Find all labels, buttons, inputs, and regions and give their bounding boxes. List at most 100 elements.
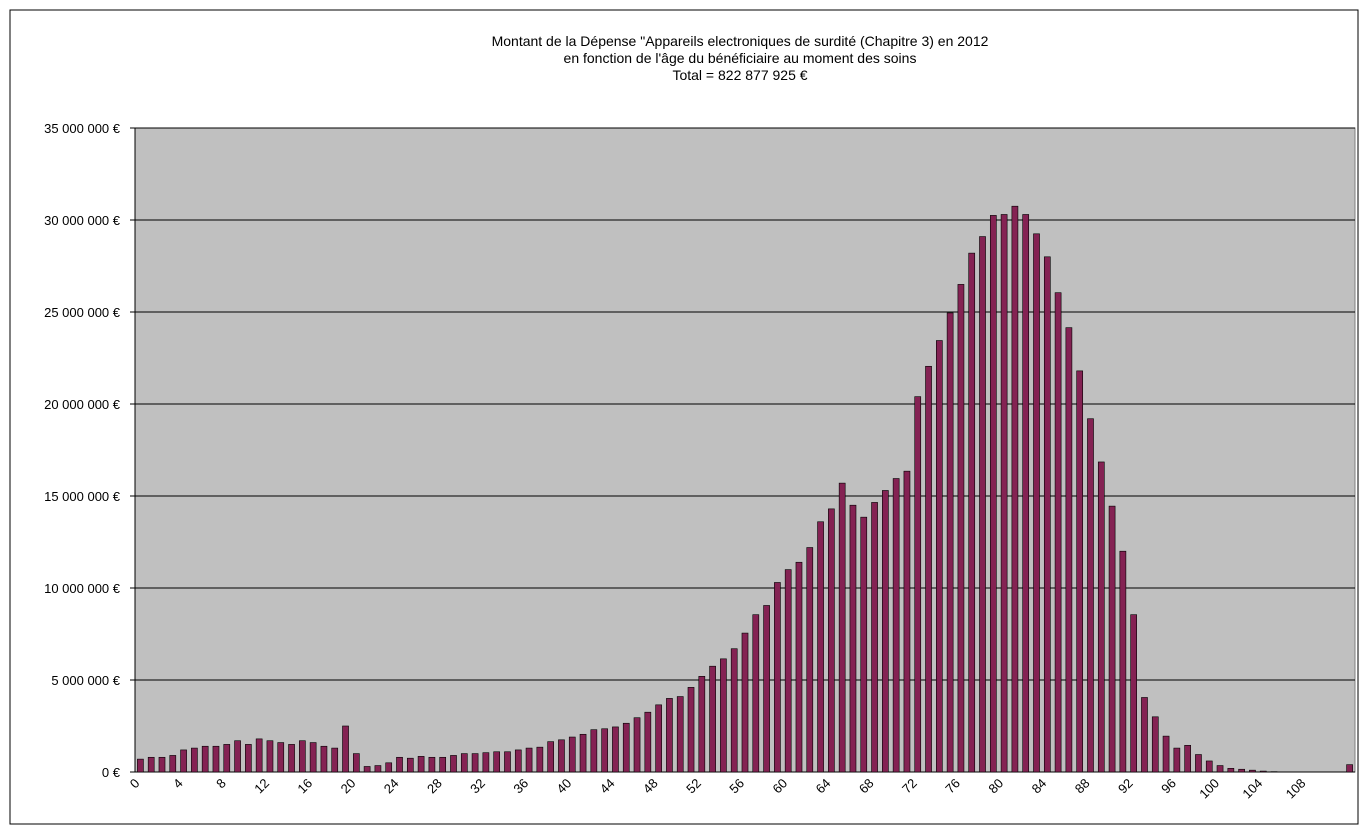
bar <box>1205 760 1213 773</box>
bar <box>1151 716 1159 773</box>
bar <box>1087 418 1094 773</box>
bar <box>342 725 349 773</box>
y-tick-label: 30 000 000 € <box>44 213 121 228</box>
bar <box>493 751 501 773</box>
bar <box>277 742 285 773</box>
bar <box>730 648 738 773</box>
bar <box>1173 747 1181 773</box>
bar <box>406 757 414 773</box>
bar <box>547 741 554 773</box>
bar <box>137 758 144 773</box>
bar <box>320 745 328 773</box>
bar <box>158 756 166 773</box>
bar <box>180 749 187 773</box>
bar <box>450 755 457 773</box>
bar <box>374 765 382 773</box>
bar <box>633 717 641 773</box>
bar <box>741 632 749 773</box>
bar <box>147 756 155 773</box>
bar <box>838 482 846 773</box>
bar <box>169 755 177 773</box>
bar <box>1033 233 1040 773</box>
bar <box>309 742 317 773</box>
bar <box>201 745 209 773</box>
bar <box>709 665 716 773</box>
bar <box>936 340 943 773</box>
bar <box>720 658 727 773</box>
bar <box>1011 205 1019 773</box>
bar <box>558 739 565 773</box>
y-tick-label: 35 000 000 € <box>44 121 121 136</box>
bar <box>191 747 198 773</box>
bar <box>925 365 932 773</box>
chart-total: Total = 822 877 925 € <box>672 67 807 83</box>
bar <box>1054 292 1062 773</box>
bar <box>385 762 393 773</box>
bar <box>655 704 662 773</box>
bar <box>1238 768 1245 773</box>
bar <box>1346 764 1353 773</box>
bar <box>979 236 986 773</box>
bar <box>1108 505 1116 773</box>
bar <box>1097 461 1105 773</box>
y-tick-label: 5 000 000 € <box>51 673 120 688</box>
bar <box>882 490 889 773</box>
bar <box>946 312 954 773</box>
bar <box>612 726 619 773</box>
bar <box>525 747 533 773</box>
bar <box>795 561 803 773</box>
bar <box>1184 745 1191 773</box>
bar <box>806 547 814 773</box>
bar <box>698 676 706 773</box>
bar <box>1022 214 1030 773</box>
bar <box>568 736 576 773</box>
bar <box>396 756 403 773</box>
bar <box>666 698 673 773</box>
bar <box>266 740 274 773</box>
bar <box>752 614 760 773</box>
bar <box>784 569 792 773</box>
bar <box>817 521 824 773</box>
bar <box>331 747 339 773</box>
bar <box>579 733 587 773</box>
bar <box>903 470 911 773</box>
bar <box>1119 550 1127 773</box>
chart-title: Montant de la Dépense "Appareils electro… <box>492 33 989 49</box>
bar <box>914 396 922 773</box>
bar <box>1043 256 1051 773</box>
bar <box>989 215 997 773</box>
y-tick-label: 0 € <box>102 765 121 780</box>
bar <box>968 252 976 773</box>
bar <box>223 744 231 773</box>
bar <box>504 751 511 773</box>
bar <box>892 478 900 773</box>
bar <box>957 284 965 773</box>
bar <box>828 508 835 773</box>
y-tick-label: 25 000 000 € <box>44 305 121 320</box>
bar <box>763 605 770 773</box>
bar <box>471 753 479 773</box>
bar <box>860 516 868 773</box>
bar <box>353 753 360 773</box>
y-tick-label: 15 000 000 € <box>44 489 121 504</box>
bar <box>1195 754 1202 773</box>
bar <box>288 744 295 773</box>
bar <box>363 766 371 773</box>
bar <box>871 502 878 773</box>
bar <box>687 687 695 773</box>
bar <box>1076 370 1084 773</box>
bar <box>460 753 468 773</box>
bar <box>482 752 490 773</box>
bar <box>1216 765 1224 773</box>
bar <box>1259 770 1267 773</box>
bar <box>234 740 241 773</box>
bar <box>1162 735 1170 773</box>
chart-subtitle: en fonction de l'âge du bénéficiaire au … <box>564 50 917 66</box>
y-tick-label: 10 000 000 € <box>44 581 121 596</box>
bar <box>622 722 630 773</box>
bar <box>1130 614 1137 773</box>
bar <box>1000 214 1008 773</box>
bar <box>644 711 652 773</box>
